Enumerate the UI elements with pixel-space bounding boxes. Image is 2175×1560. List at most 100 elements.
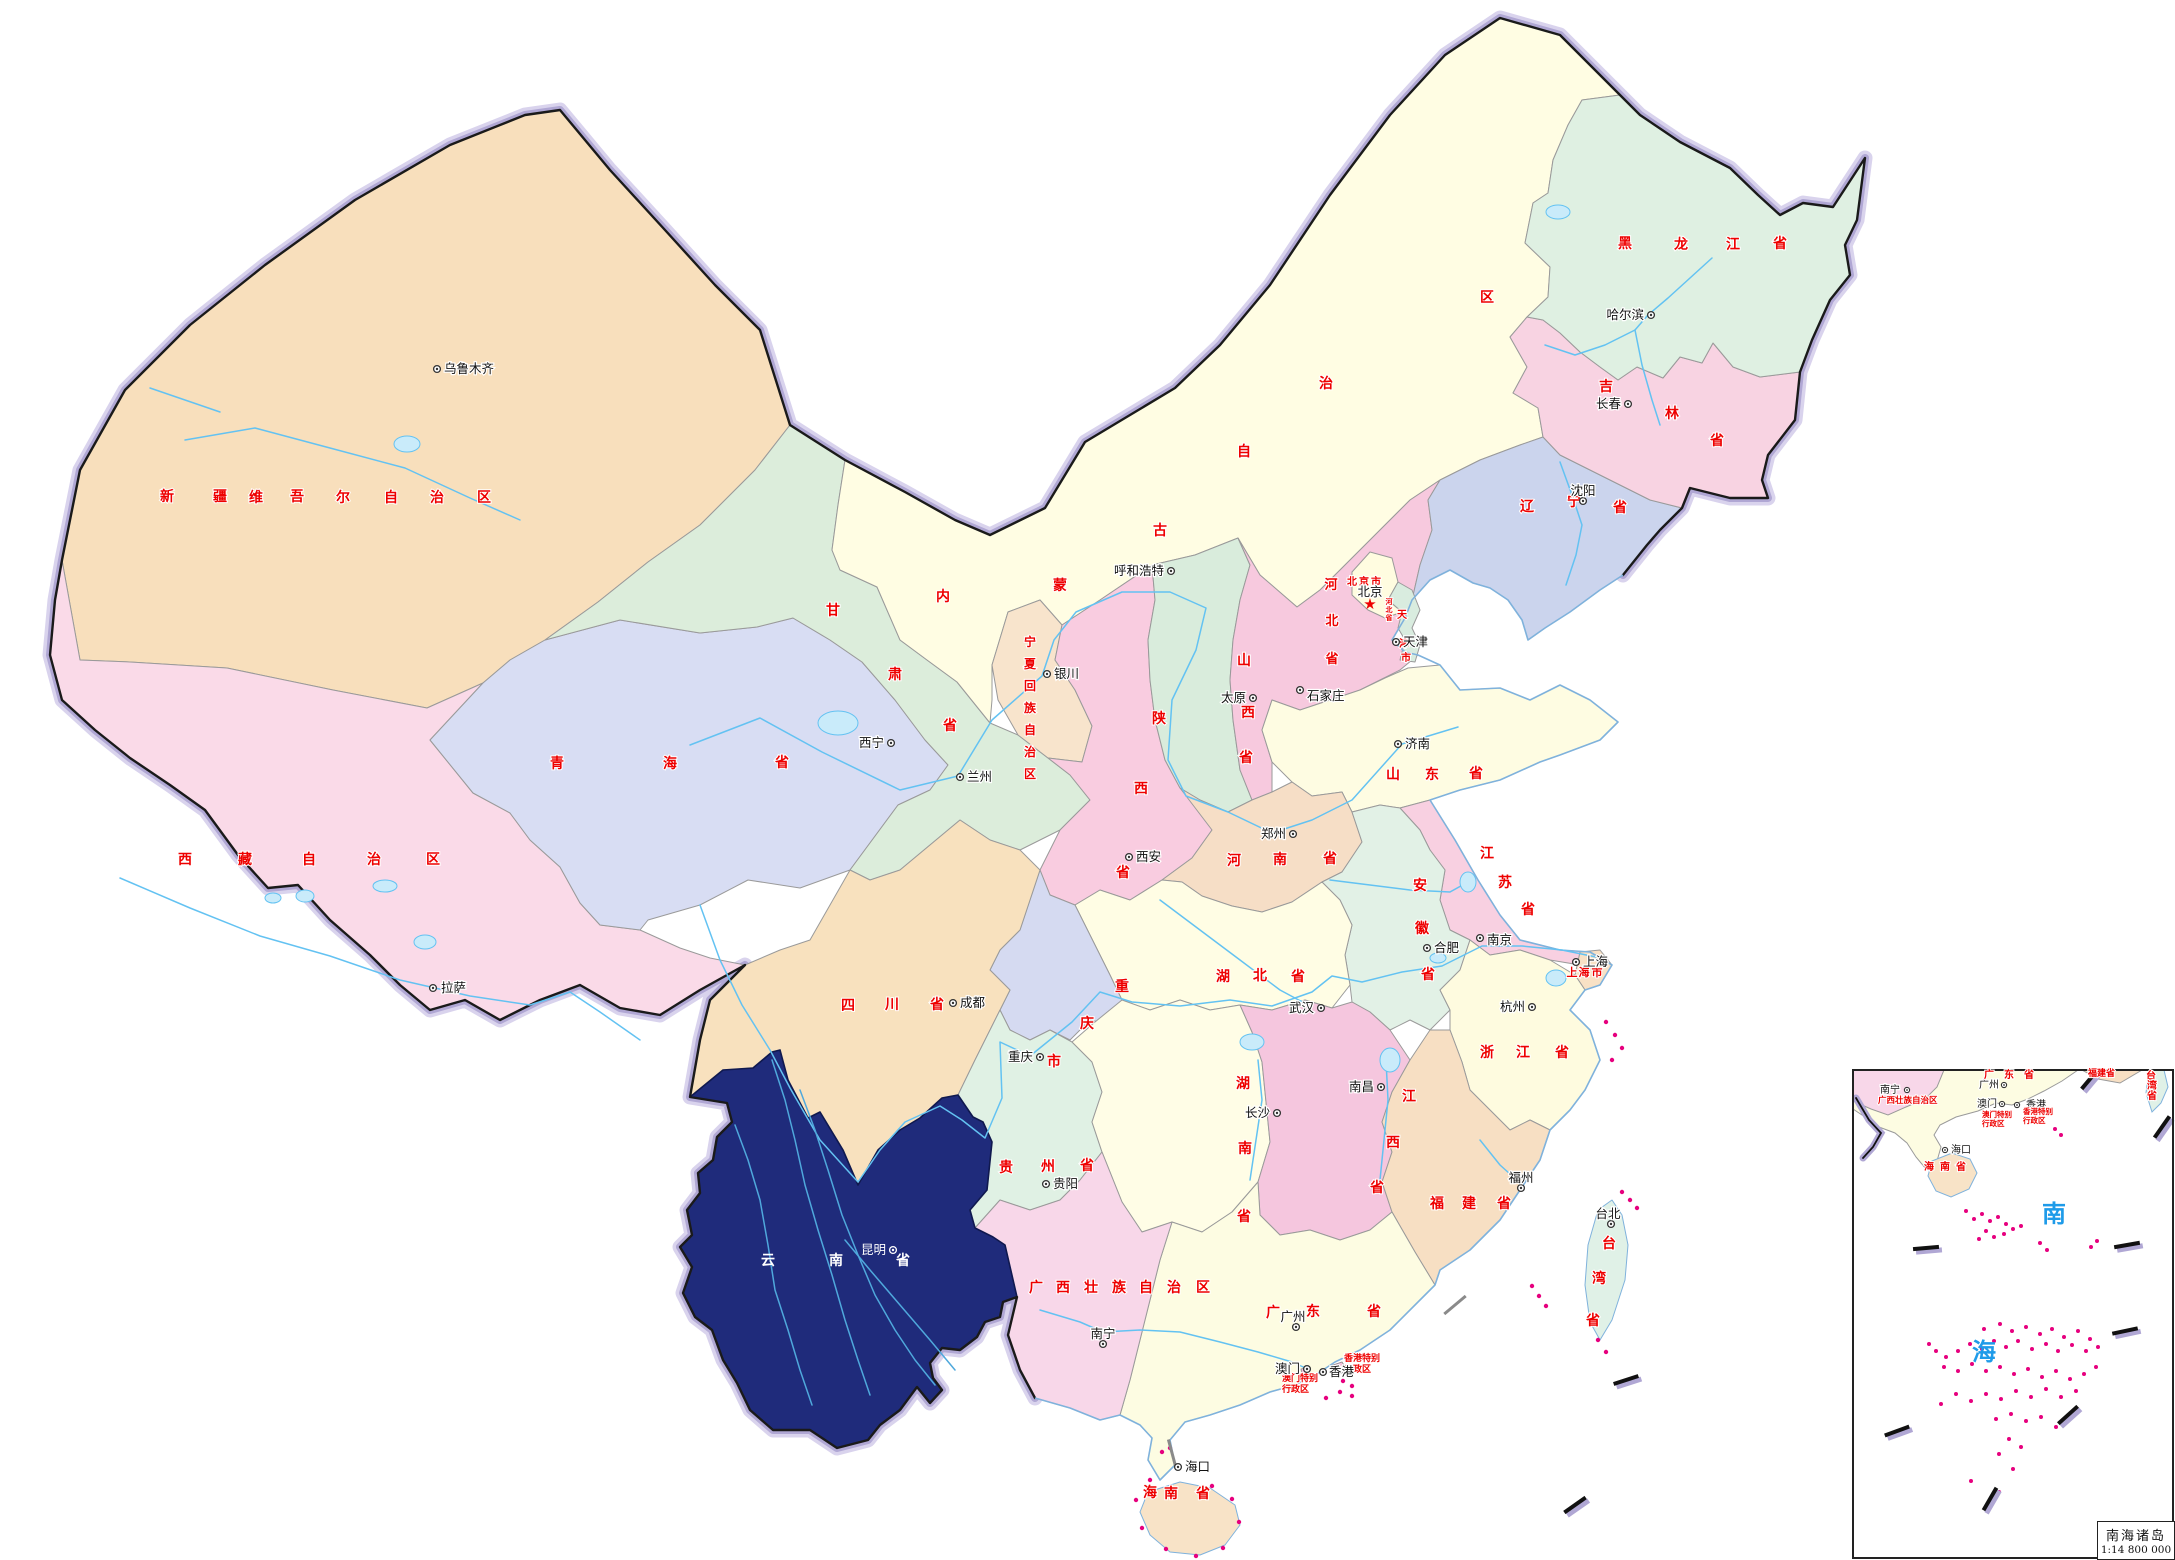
- city-marker-dot: [1478, 936, 1482, 940]
- province-label-char: 江: [1480, 845, 1494, 862]
- province-label-char: 新: [160, 488, 174, 505]
- inset-island-dot: [2012, 1372, 2016, 1376]
- city-marker-dot: [1127, 855, 1131, 859]
- inset-island-dot: [2076, 1329, 2080, 1333]
- inset-city-marker-dot: [1906, 1089, 1908, 1091]
- inset-island-dot: [2045, 1248, 2049, 1252]
- inset-island-dot: [1956, 1349, 1960, 1353]
- city-label: 海口: [1185, 1459, 1210, 1474]
- province-hainan[interactable]: [1139, 1481, 1241, 1556]
- island-dot: [1340, 1378, 1346, 1384]
- boundary-dash: [2057, 1404, 2079, 1426]
- inset-label: 广州: [1979, 1079, 1999, 1091]
- inset-island-dot: [2038, 1241, 2042, 1245]
- dash-shadow: [1615, 1376, 1643, 1390]
- boundary-dash: [1563, 1495, 1587, 1515]
- island-dot: [1163, 1546, 1169, 1552]
- boundary-dash: [1981, 1486, 1999, 1512]
- province-label-char: 江: [1516, 1044, 1530, 1061]
- island-dot: [1139, 1525, 1145, 1531]
- province-label-char: 南: [829, 1252, 843, 1269]
- inset-island-dot: [1984, 1392, 1988, 1396]
- province-label-char: 津: [1399, 637, 1409, 650]
- province-label-char: 市: [1371, 575, 1381, 588]
- province-label-char: 海: [663, 755, 677, 772]
- inset-caption-box: 南海诸岛 1:14 800 000: [2097, 1521, 2175, 1560]
- inset-province-char: 台: [2146, 1069, 2156, 1082]
- city-marker-dot: [951, 1001, 955, 1005]
- province-label-char: 区: [1480, 290, 1494, 306]
- inset-label: 香港: [2026, 1099, 2046, 1111]
- province-label-char: 西: [1056, 1280, 1070, 1296]
- province-label-char: 庆: [1080, 1015, 1094, 1032]
- lake: [1239, 1033, 1265, 1051]
- province-label-char: 省: [1369, 1179, 1384, 1196]
- inset-island-dot: [2009, 1412, 2013, 1416]
- city-marker-dot: [958, 775, 962, 779]
- province-label-char: 南: [1238, 1140, 1252, 1157]
- province-label-char: 湾: [1592, 1270, 1606, 1287]
- province-label-char: 治: [430, 489, 444, 506]
- inset-label: 行政区: [1981, 1118, 2005, 1128]
- boundary-dash: [2080, 1067, 2100, 1091]
- river: [149, 387, 221, 413]
- region-small-label: 行政区: [1343, 1363, 1371, 1375]
- inset-island-dot: [2050, 1327, 2054, 1331]
- inset-province-char: 广: [1984, 1068, 1994, 1081]
- inset-city-marker-dot: [2016, 1104, 2018, 1106]
- inset-island-dot: [2029, 1395, 2033, 1399]
- city-label: 贵阳: [1053, 1176, 1078, 1191]
- province-label-char: 湖: [1236, 1076, 1250, 1092]
- inset-island-dot: [1969, 1399, 1973, 1403]
- inset-island-dot: [2059, 1133, 2063, 1137]
- inset-sea-name-char: 南: [2042, 1200, 2066, 1228]
- province-label-char: 壮: [1084, 1279, 1098, 1296]
- province-label-char: 江: [1402, 1088, 1416, 1105]
- inset-island-dot: [1997, 1452, 2001, 1456]
- inset-land-shape: [1927, 1152, 1978, 1198]
- province-label-char: 省: [1324, 651, 1338, 667]
- inset-island-dot: [2030, 1347, 2034, 1351]
- inset-island-dot: [2002, 1232, 2006, 1236]
- inset-island-dot: [2095, 1239, 2099, 1243]
- province-label-char: 省: [1468, 765, 1483, 782]
- province-label-char: 省: [1496, 1195, 1511, 1212]
- province-taiwan[interactable]: [1584, 1199, 1629, 1341]
- inset-island-dot: [2089, 1245, 2093, 1249]
- inset-island-dot: [2074, 1389, 2078, 1393]
- province-label-char: 治: [1319, 375, 1333, 392]
- city-marker-dot: [1321, 1370, 1325, 1374]
- dash-shadow: [2059, 1407, 2083, 1429]
- city-label: 上海: [1583, 954, 1609, 969]
- city-label: 福州: [1508, 1170, 1533, 1185]
- province-hongkong[interactable]: [1329, 1361, 1348, 1376]
- province-label-char: 省: [1585, 1312, 1600, 1329]
- province-label-char: 台: [1602, 1235, 1616, 1252]
- dash-shadow: [1886, 1427, 1914, 1441]
- city-label: 沈阳: [1570, 483, 1595, 498]
- national-border-line: [48, 16, 1867, 1450]
- province-label-char: 浙: [1480, 1044, 1494, 1061]
- inset-island-dot: [1998, 1322, 2002, 1326]
- inset-island-dot: [1934, 1349, 1938, 1353]
- inset-province-char: 南: [1940, 1160, 1950, 1173]
- island-dot: [1209, 1483, 1215, 1489]
- province-label-char: 山: [1386, 767, 1400, 783]
- boundary-dash: [2113, 1240, 2141, 1250]
- city-marker-dot: [1379, 1085, 1383, 1089]
- province-label-char: 省: [1290, 968, 1305, 985]
- province-label-char: 区: [426, 852, 440, 868]
- city-marker[interactable]: [888, 1245, 898, 1255]
- inset-vietnam-border: [1855, 1097, 1883, 1159]
- island-dot: [1236, 1519, 1242, 1525]
- city-marker-dot: [1038, 1055, 1042, 1059]
- island-dot: [1595, 1337, 1601, 1343]
- province-label-char: 藏: [238, 851, 252, 868]
- city-label: 重庆: [1008, 1049, 1034, 1064]
- inset-island-dot: [2019, 1445, 2023, 1449]
- boundary-dash: [1884, 1424, 1910, 1438]
- province-label-char: 治: [367, 851, 381, 868]
- province-label-char: 西: [178, 852, 192, 868]
- lake: [393, 435, 421, 453]
